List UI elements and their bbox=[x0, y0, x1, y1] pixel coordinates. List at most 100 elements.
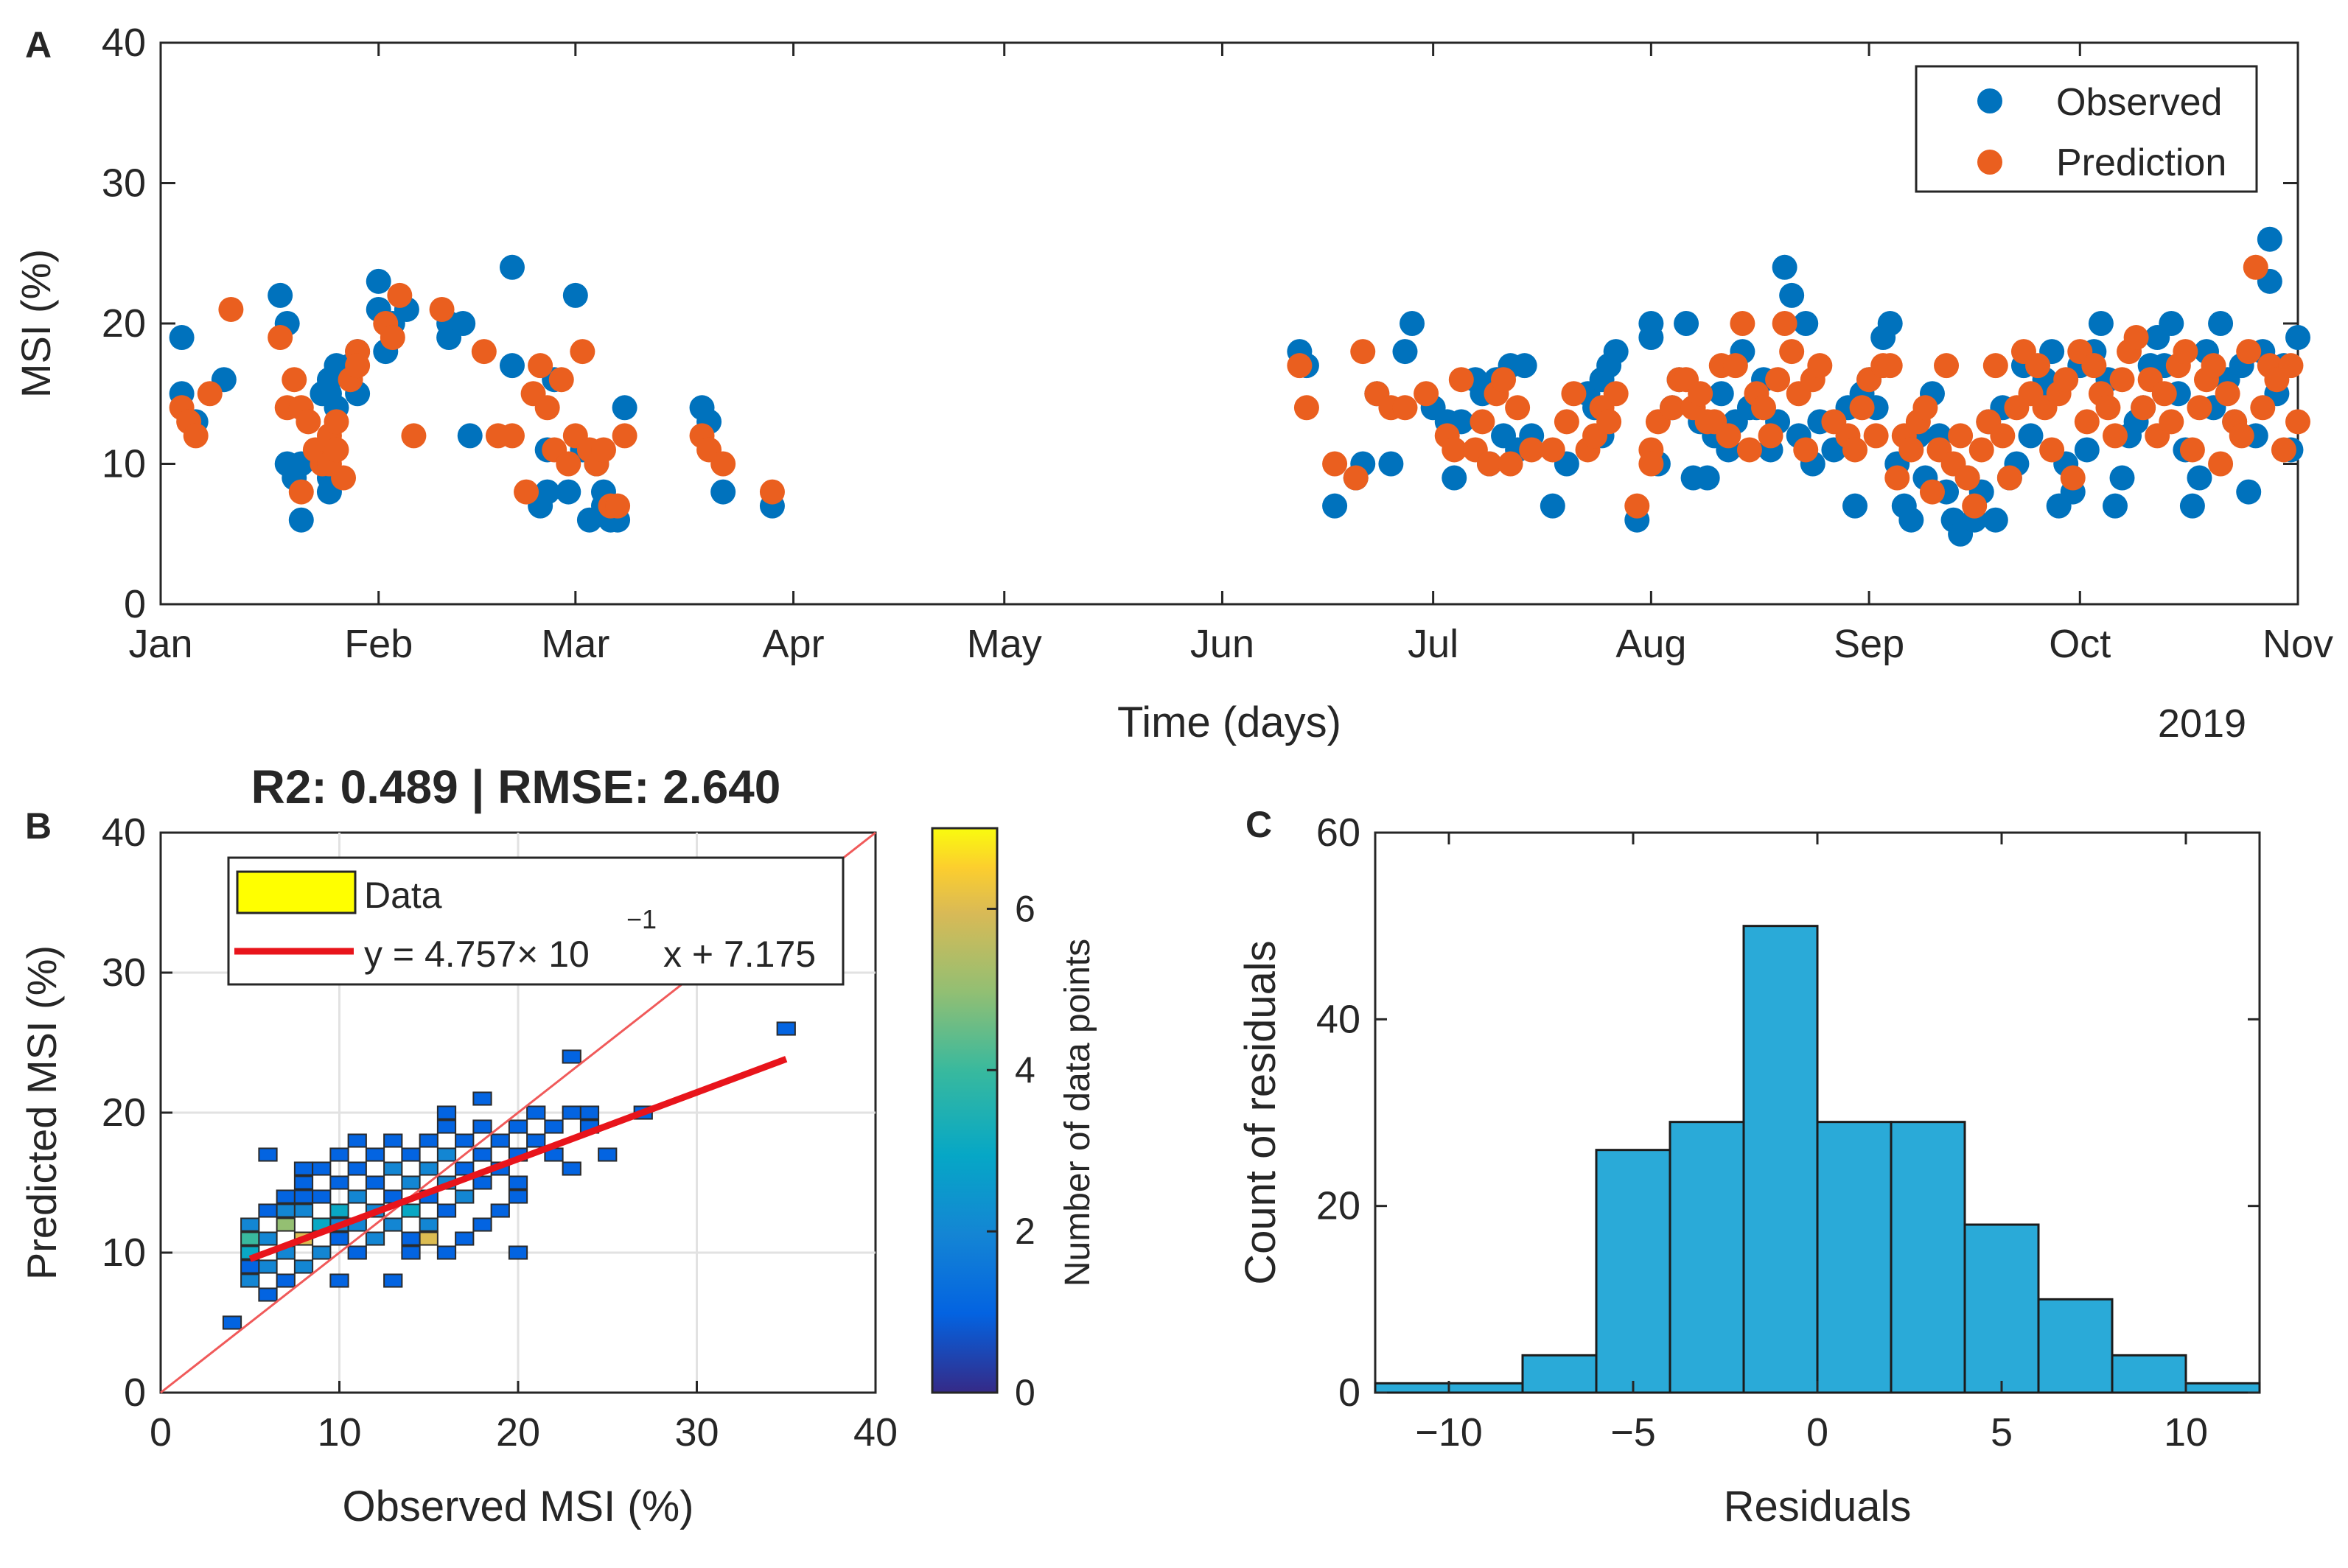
panel-c-x-tick-label: 10 bbox=[2164, 1410, 2208, 1455]
observed-point bbox=[1708, 381, 1734, 407]
heatmap-cell bbox=[293, 1161, 314, 1176]
heatmap-cell bbox=[436, 1105, 457, 1120]
colorbar-tick-label: 0 bbox=[1015, 1372, 1035, 1413]
heatmap-cell bbox=[240, 1231, 260, 1246]
heatmap-cell bbox=[258, 1203, 278, 1218]
prediction-point bbox=[1919, 479, 1945, 505]
panel-c-y-tick-label: 20 bbox=[1316, 1184, 1360, 1228]
prediction-point bbox=[2039, 437, 2065, 463]
prediction-point bbox=[296, 409, 321, 435]
histogram-bar bbox=[1742, 925, 1819, 1394]
panel-b-x-axis-label: Observed MSI (%) bbox=[343, 1483, 694, 1530]
prediction-point bbox=[324, 437, 349, 463]
panel-b-heatmap-cells bbox=[222, 1021, 796, 1330]
panel-a-y-axis-label: MSI (%) bbox=[13, 249, 59, 398]
prediction-point bbox=[197, 381, 223, 407]
prediction-point bbox=[1758, 423, 1783, 449]
panel-a-y-tick-label: 20 bbox=[102, 301, 146, 346]
panel-a-x-tick-label: Aug bbox=[1615, 622, 1686, 666]
prediction-point bbox=[345, 353, 371, 379]
heatmap-cell bbox=[419, 1161, 438, 1176]
legend-data-label: Data bbox=[364, 875, 442, 916]
observed-point bbox=[1392, 339, 1418, 365]
heatmap-cell bbox=[455, 1161, 475, 1176]
prediction-point bbox=[387, 282, 413, 308]
heatmap-cell bbox=[365, 1231, 385, 1246]
panel-b-label: B bbox=[25, 805, 52, 847]
prediction-point bbox=[1849, 395, 1875, 421]
prediction-point bbox=[1722, 353, 1748, 379]
heatmap-cell bbox=[329, 1147, 349, 1162]
observed-point bbox=[366, 268, 391, 294]
prediction-point bbox=[2053, 367, 2079, 393]
observed-point bbox=[1842, 493, 1868, 519]
prediction-point bbox=[1954, 465, 1980, 491]
panel-c-y-axis-label: Count of residuals bbox=[1237, 940, 1285, 1284]
panel-b-x-tick-label: 30 bbox=[674, 1410, 719, 1455]
panel-c-x-tick-label: −5 bbox=[1610, 1410, 1656, 1455]
panel-c-histogram-bars bbox=[1374, 925, 2261, 1394]
heatmap-cell bbox=[508, 1245, 528, 1260]
panel-a-y-tick-label: 30 bbox=[102, 161, 146, 206]
prediction-point bbox=[759, 479, 785, 505]
observed-point bbox=[2088, 311, 2114, 336]
observed-point bbox=[2074, 437, 2100, 463]
panel-a-x-tick-label: Oct bbox=[2049, 622, 2111, 666]
panel-a-legend: Observed Prediction bbox=[1915, 65, 2258, 193]
prediction-point bbox=[534, 395, 560, 421]
prediction-point bbox=[1287, 353, 1313, 379]
panel-b-y-tick-label: 30 bbox=[102, 951, 146, 995]
prediction-point bbox=[2179, 437, 2205, 463]
prediction-point bbox=[1442, 437, 1467, 463]
prediction-point bbox=[1962, 493, 1988, 519]
prediction-point bbox=[1476, 451, 1502, 477]
prediction-point bbox=[1934, 353, 1960, 379]
prediction-point bbox=[570, 339, 595, 365]
prediction-point bbox=[1414, 381, 1439, 407]
heatmap-cell bbox=[436, 1203, 457, 1218]
heatmap-cell bbox=[436, 1245, 457, 1260]
prediction-point bbox=[2201, 353, 2226, 379]
observed-point bbox=[2208, 311, 2234, 336]
heatmap-cell bbox=[562, 1049, 581, 1064]
colorbar-ticks: 0 2 4 6 bbox=[987, 888, 1035, 1413]
histogram-bar bbox=[2184, 1382, 2261, 1394]
prediction-point bbox=[2159, 409, 2184, 435]
observed-point bbox=[2109, 465, 2135, 491]
prediction-point bbox=[1350, 339, 1376, 365]
heatmap-cell bbox=[240, 1259, 260, 1274]
heatmap-cell bbox=[776, 1021, 796, 1036]
prediction-point bbox=[556, 451, 581, 477]
heatmap-cell bbox=[526, 1105, 546, 1120]
prediction-point bbox=[1491, 367, 1517, 393]
heatmap-cell bbox=[562, 1105, 581, 1120]
prediction-point bbox=[1877, 353, 1903, 379]
observed-point bbox=[1898, 507, 1924, 533]
heatmap-cell bbox=[293, 1203, 314, 1218]
observed-point bbox=[2187, 465, 2212, 491]
panel-a-x-tick-label: Sep bbox=[1834, 622, 1904, 666]
prediction-point bbox=[2236, 339, 2262, 365]
heatmap-cell bbox=[258, 1147, 278, 1162]
histogram-bar bbox=[1447, 1382, 1524, 1394]
prediction-point bbox=[1519, 437, 1545, 463]
histogram-bar bbox=[1374, 1382, 1450, 1394]
panel-a-tick-labels: Jan Feb Mar Apr May Jun Jul Aug Sep Oct Nov 0 10 20 30… bbox=[102, 21, 2333, 666]
heatmap-cell bbox=[579, 1105, 600, 1120]
heatmap-cell bbox=[276, 1217, 296, 1232]
prediction-point bbox=[1554, 409, 1579, 435]
prediction-point bbox=[1659, 395, 1685, 421]
observed-point bbox=[268, 282, 293, 308]
panel-b-fit-line bbox=[248, 1056, 788, 1262]
prediction-point bbox=[499, 423, 525, 449]
panel-c-x-tick-label: −10 bbox=[1415, 1410, 1483, 1455]
histogram-bar bbox=[1816, 1121, 1893, 1394]
prediction-point bbox=[1863, 423, 1889, 449]
observed-point bbox=[612, 395, 637, 421]
prediction-point bbox=[2187, 395, 2212, 421]
observed-point bbox=[1877, 311, 1903, 336]
panel-b-title: R2: 0.489 | RMSE: 2.640 bbox=[251, 760, 781, 814]
observed-point bbox=[2159, 311, 2184, 336]
observed-point bbox=[1512, 353, 1537, 379]
prediction-point bbox=[2102, 423, 2128, 449]
